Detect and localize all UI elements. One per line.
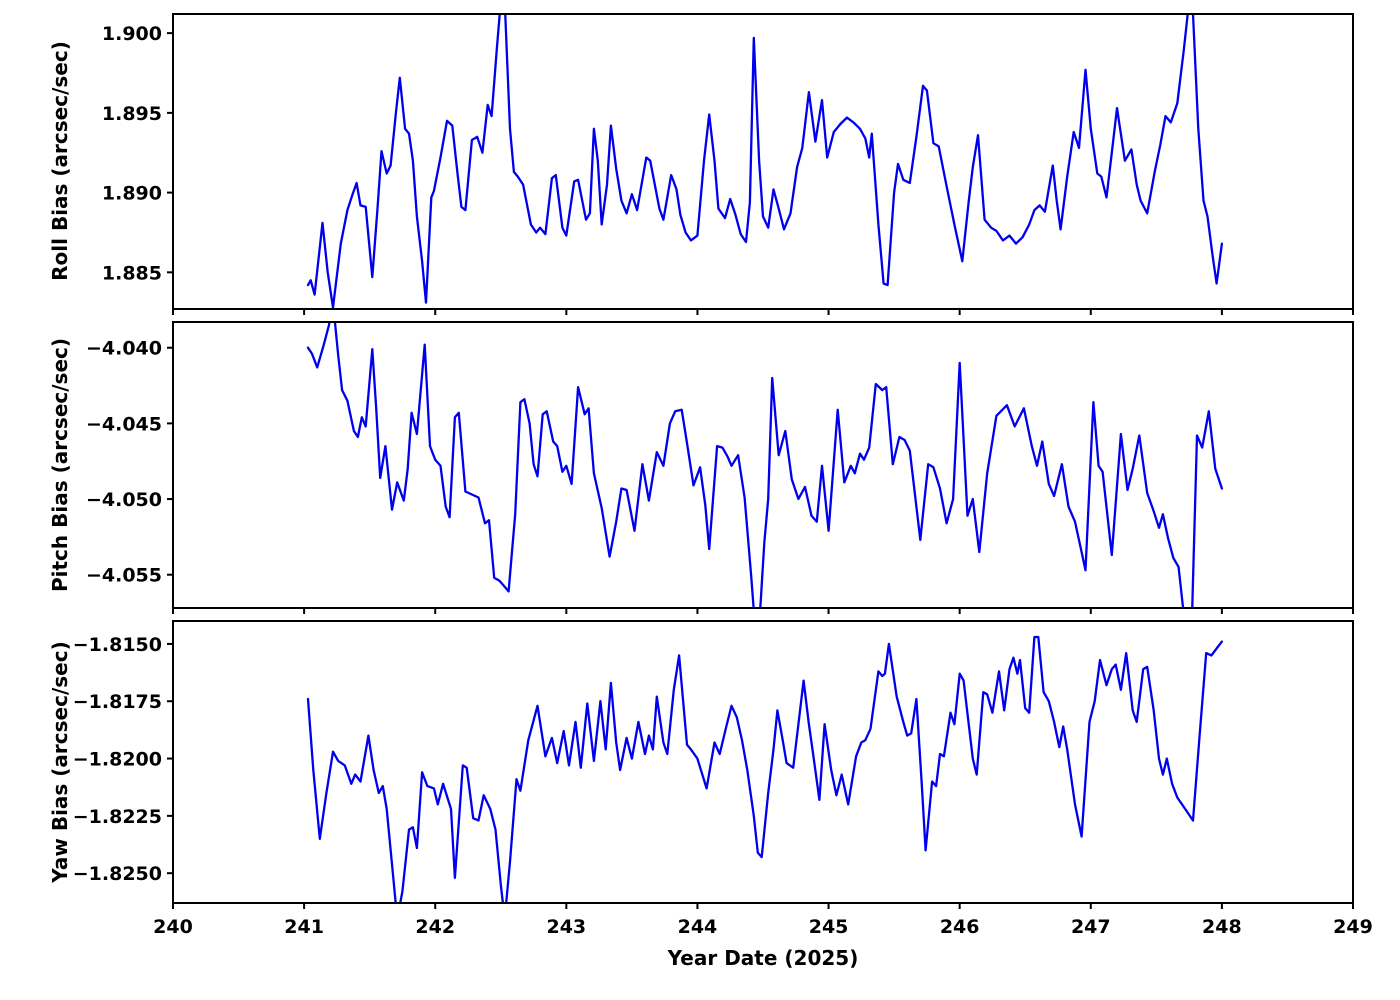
y-tick-label: −4.055 (86, 565, 162, 587)
pitch-y-axis-label: Pitch Bias (arcsec/sec) (48, 337, 72, 593)
x-tick-label: 249 (1333, 916, 1373, 938)
axes-frame (172, 620, 1354, 904)
x-tick-label: 247 (1071, 916, 1111, 938)
x-tick-label: 241 (284, 916, 324, 938)
x-tick-label: 245 (809, 916, 849, 938)
y-tick-label: −1.8225 (73, 806, 162, 828)
axes-frame (172, 13, 1354, 310)
y-tick-label: −1.8250 (73, 863, 162, 885)
y-tick-label: −4.040 (86, 338, 162, 360)
x-tick-label: 248 (1202, 916, 1242, 938)
panel-pitch: −4.040 −4.045 −4.050 −4.055 (86, 321, 1354, 614)
y-tick-label: 1.895 (102, 103, 162, 125)
yaw-y-axis-label: Yaw Bias (arcsec/sec) (48, 641, 72, 883)
x-tick-label: 243 (546, 916, 586, 938)
axes-frame (172, 321, 1354, 609)
y-tick-label: 1.900 (102, 23, 162, 45)
y-tick-label: −4.050 (86, 489, 162, 511)
y-tick-label: −1.8200 (73, 749, 162, 771)
y-tick-label: 1.885 (102, 262, 162, 284)
roll-y-axis-label: Roll Bias (arcsec/sec) (48, 41, 72, 281)
yaw-series-line (306, 635, 1224, 903)
panel-roll: 1.885 1.890 1.895 1.900 (102, 13, 1354, 315)
x-tick-label: 242 (415, 916, 455, 938)
panel-yaw: −1.8150 −1.8175 −1.8200 −1.8225 −1.8250 240 24… (73, 620, 1373, 938)
x-tick-label: 244 (678, 916, 718, 938)
y-tick-label: 1.890 (102, 183, 162, 205)
x-tick-label: 246 (940, 916, 980, 938)
y-tick-label: −4.045 (86, 413, 162, 435)
x-tick-label: 240 (153, 916, 193, 938)
y-tick-label: −1.8150 (73, 634, 162, 656)
roll-series-line (306, 14, 1224, 309)
x-axis-label: Year Date (2025) (667, 946, 859, 970)
y-tick-label: −1.8175 (73, 691, 162, 713)
pitch-series-line (306, 322, 1224, 608)
